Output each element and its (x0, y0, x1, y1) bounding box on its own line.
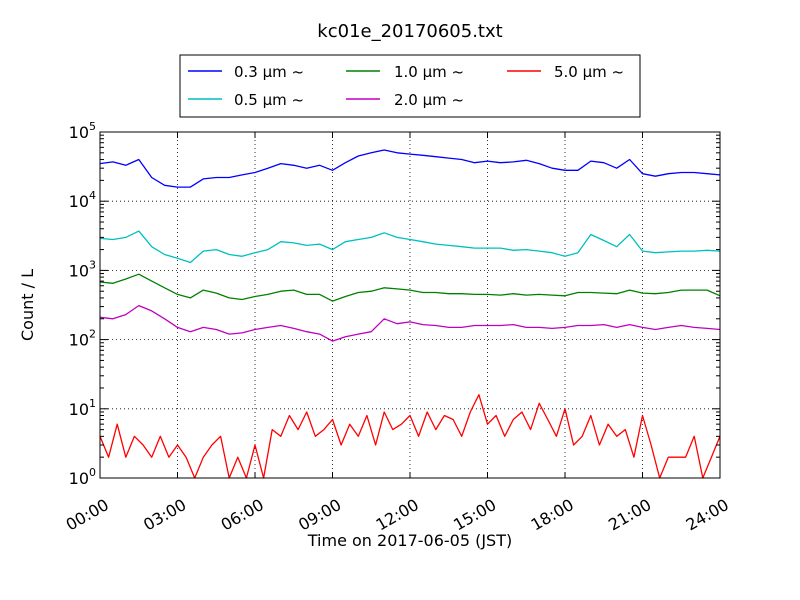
y-tick-base: 10 (69, 123, 89, 142)
y-tick-label: 102 (69, 328, 96, 350)
x-tick-label: 15:00 (450, 495, 499, 535)
y-tick-label: 100 (69, 466, 96, 488)
x-tick-label: 24:00 (683, 495, 732, 535)
legend: 0.3 μm ~ 0.5 μm ~ 1.0 μm ~ 2.0 μm ~ 5.0 … (179, 54, 641, 118)
grid (100, 132, 720, 478)
y-tick-label: 104 (69, 189, 96, 211)
x-tick-label: 03:00 (140, 495, 189, 535)
legend-entry-1: 0.5 μm ~ (188, 91, 304, 109)
y-tick-base: 10 (69, 400, 89, 419)
chart-title: kc01e_20170605.txt (317, 21, 502, 42)
y-tick-exponent: 4 (89, 189, 96, 202)
x-tick-label: 09:00 (295, 495, 344, 535)
legend-entry-3: 2.0 μm ~ (346, 91, 464, 109)
legend-entry-2: 1.0 μm ~ (346, 63, 464, 81)
legend-entry-4: 5.0 μm ~ (507, 63, 624, 81)
x-tick-label: 06:00 (218, 495, 267, 535)
x-tick-label: 00:00 (63, 495, 112, 535)
series-line-2 (99, 273, 721, 302)
legend-label-3: 2.0 μm ~ (394, 91, 464, 109)
y-tick-exponent: 0 (89, 466, 96, 479)
series-line-3 (99, 304, 721, 342)
y-tick-base: 10 (69, 469, 89, 488)
legend-label-4: 5.0 μm ~ (554, 63, 624, 81)
y-tick-base: 10 (69, 261, 89, 280)
series-line-0 (99, 149, 721, 188)
y-tick-label: 101 (69, 397, 96, 419)
x-tick-label: 21:00 (605, 495, 654, 535)
y-tick-exponent: 5 (89, 120, 96, 133)
y-tick-base: 10 (69, 192, 89, 211)
x-tick-label: 18:00 (528, 495, 577, 535)
legend-label-2: 1.0 μm ~ (394, 63, 464, 81)
x-tick-labels: 00:00 03:00 06:00 09:00 12:00 15:00 18:00 21:00… (63, 495, 732, 535)
y-tick-exponent: 3 (89, 258, 96, 271)
series-line-1 (99, 230, 721, 264)
legend-label-1: 0.5 μm ~ (234, 91, 304, 109)
y-tick-base: 10 (69, 331, 89, 350)
y-tick-label: 105 (69, 120, 96, 142)
y-tick-exponent: 2 (89, 328, 96, 341)
plot-area (99, 149, 721, 479)
legend-box (179, 54, 641, 118)
ticks (99, 131, 721, 479)
legend-label-0: 0.3 μm ~ (234, 63, 304, 81)
legend-entry-0: 0.3 μm ~ (188, 63, 304, 81)
series-line-4 (99, 394, 721, 479)
y-tick-exponent: 1 (89, 397, 96, 410)
x-axis-label: Time on 2017-06-05 (JST) (307, 531, 512, 550)
y-axis-label: Count / L (18, 269, 37, 341)
x-tick-label: 12:00 (373, 495, 422, 535)
y-tick-label: 103 (69, 258, 96, 280)
